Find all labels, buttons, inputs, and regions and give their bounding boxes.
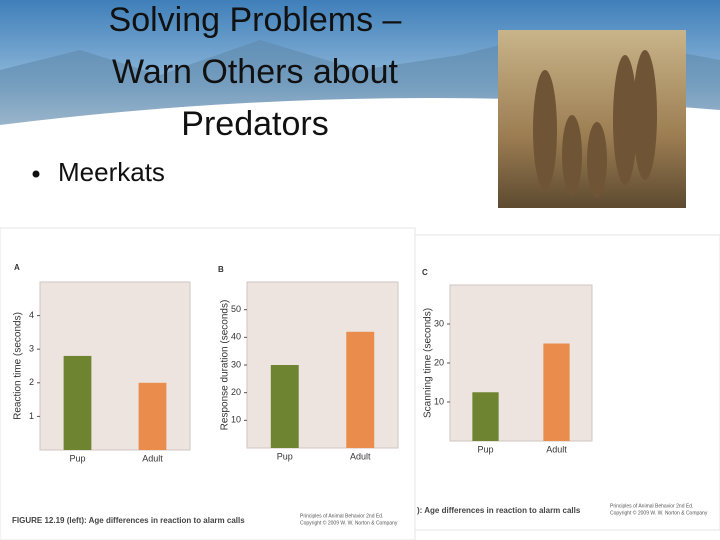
x-tick-label: Pup xyxy=(477,444,493,454)
panel-label: C xyxy=(422,268,428,277)
y-tick-label: 1 xyxy=(29,411,34,421)
x-tick-label: Pup xyxy=(277,451,293,461)
plot-area xyxy=(246,281,399,449)
x-tick-label: Adult xyxy=(350,451,371,461)
panel-label: A xyxy=(14,263,20,272)
x-tick-label: Adult xyxy=(142,453,163,463)
x-tick-label: Pup xyxy=(69,453,85,463)
bullet-dot xyxy=(32,170,40,178)
y-tick-label: 10 xyxy=(434,396,444,406)
y-tick-label: 50 xyxy=(231,304,241,314)
credit: Principles of Animal Behavior 2nd Ed. xyxy=(610,503,693,509)
bar xyxy=(63,355,92,450)
bar xyxy=(346,331,375,448)
credit: Copyright © 2009 W. W. Norton & Company xyxy=(300,519,398,526)
y-tick-label: 2 xyxy=(29,377,34,387)
y-tick-label: 4 xyxy=(29,310,34,320)
credit: Copyright © 2009 W. W. Norton & Company xyxy=(610,509,708,516)
y-tick-label: 20 xyxy=(231,387,241,397)
title-line: Predators xyxy=(181,105,328,143)
caption: FIGURE 12.19 (left): Age differences in … xyxy=(12,516,245,525)
title-line: Warn Others about xyxy=(112,53,399,91)
plot-area xyxy=(449,284,593,442)
y-tick-label: 30 xyxy=(434,318,444,328)
y-axis-label: Response duration (seconds) xyxy=(220,300,231,431)
y-tick-label: 40 xyxy=(231,332,241,342)
bar xyxy=(270,365,299,448)
y-tick-label: 3 xyxy=(29,344,34,354)
bar xyxy=(543,343,570,441)
bar xyxy=(138,382,167,450)
y-tick-label: 10 xyxy=(231,415,241,425)
meerkat-shapes xyxy=(533,50,657,198)
y-axis-label: Reaction time (seconds) xyxy=(13,312,24,420)
panel-label: B xyxy=(218,265,224,274)
y-tick-label: 30 xyxy=(231,359,241,369)
title-line: Solving Problems – xyxy=(109,1,402,39)
y-axis-label: Scanning time (seconds) xyxy=(423,308,434,418)
bar xyxy=(472,392,499,441)
x-tick-label: Adult xyxy=(546,444,567,454)
y-tick-label: 20 xyxy=(434,357,444,367)
bullet-text: Meerkats xyxy=(58,157,165,187)
caption: ): Age differences in reaction to alarm … xyxy=(417,506,581,515)
credit: Principles of Animal Behavior 2nd Ed. xyxy=(300,513,383,519)
plot-area xyxy=(39,281,191,451)
